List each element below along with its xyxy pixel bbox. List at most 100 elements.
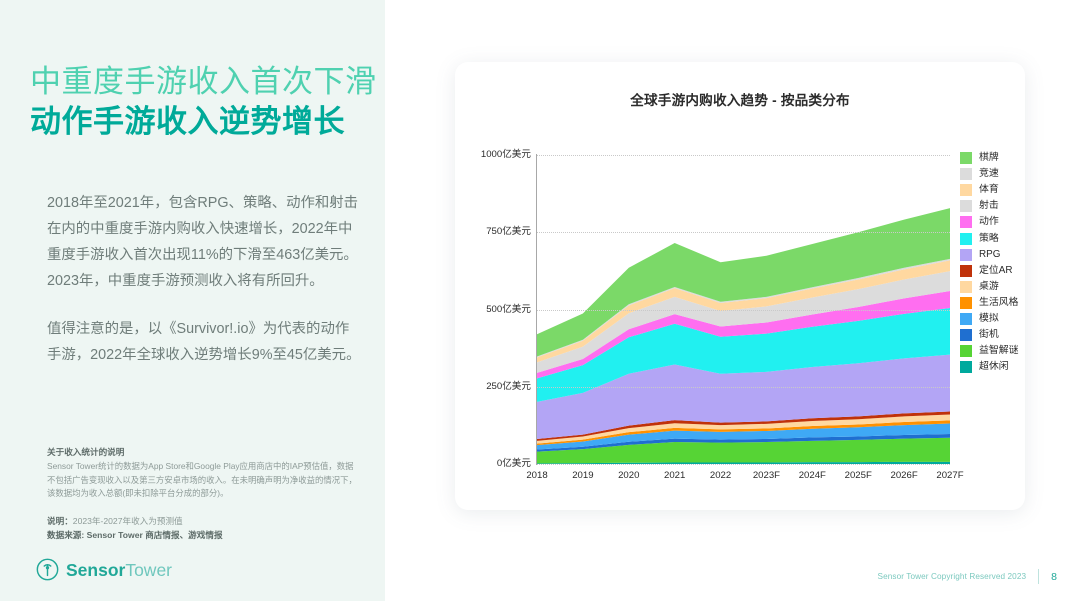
sensor-tower-logo: SensorTower	[36, 558, 172, 581]
paragraph-2: 值得注意的是，以《Survivor!.io》为代表的动作手游，2022年全球收入…	[47, 321, 361, 363]
legend-swatch-icon	[960, 248, 972, 261]
legend-label: 桌游	[979, 280, 999, 292]
body-copy: 2018年至2021年，包含RPG、策略、动作和射击在内的中重度手游内购收入快速…	[47, 190, 362, 368]
area-band	[537, 271, 950, 373]
footer-copyright: Sensor Tower Copyright Reserved 2023	[877, 572, 1027, 581]
gridline	[537, 232, 950, 234]
legend-item[interactable]: 街机	[960, 327, 1030, 343]
x-axis-tick-label: 2022	[709, 470, 732, 481]
logo-word-sensor: Sensor	[66, 559, 126, 580]
y-axis-tick-label: 250亿美元	[486, 380, 531, 392]
legend-swatch-icon	[960, 168, 972, 181]
area-band	[537, 290, 950, 379]
footnote-note-label: 说明：	[47, 515, 73, 526]
chart-legend: 棋牌竞速体育射击动作策略 RPG 定位AR 桌游生活风格模拟街机益智解谜超休闲	[960, 150, 1030, 375]
x-axis-tick-label: 2026F	[890, 470, 918, 481]
area-band	[537, 354, 950, 439]
footnote-source: 数据来源: Sensor Tower 商店情报、游戏情报	[47, 529, 223, 540]
area-band	[537, 411, 950, 441]
footnote-heading: 关于收入统计的说明	[47, 447, 125, 457]
area-band	[537, 260, 950, 363]
area-band	[537, 420, 950, 446]
legend-swatch-icon	[960, 216, 972, 229]
x-axis-baseline	[537, 464, 950, 465]
legend-swatch-icon	[960, 200, 972, 213]
title-block: 中重度手游收入首次下滑 动作手游收入逆势增长	[30, 62, 377, 142]
gridline	[537, 309, 950, 311]
y-axis-tick-label: 750亿美元	[486, 226, 531, 238]
chart-card: 全球手游内购收入趋势 - 按品类分布 0亿美元 250亿美元 500亿美元 750亿美…	[455, 62, 1025, 510]
legend-swatch-icon	[960, 296, 972, 309]
legend-label: 生活风格	[979, 296, 1019, 308]
logo-word-tower: Tower	[125, 559, 173, 580]
area-band	[537, 414, 950, 444]
footnote-note-value: 2023年-2027年收入为预测值	[72, 515, 183, 526]
legend-label: 超休闲	[979, 361, 1009, 373]
legend-swatch-icon	[960, 184, 972, 197]
legend-item[interactable]: 策略	[960, 230, 1030, 246]
footnote-note: 说明：2023年-2027年收入为预测值	[47, 514, 357, 528]
legend-label: 定位AR	[979, 264, 1013, 276]
legend-item[interactable]: RPG	[960, 247, 1030, 263]
footer-page-number: 8	[1051, 570, 1057, 583]
x-axis-tick-label: 2027F	[936, 470, 964, 481]
stacked-area-svg	[537, 208, 950, 464]
y-axis-tick-label: 0亿美元	[496, 458, 531, 469]
legend-label: 街机	[979, 329, 999, 341]
legend-item[interactable]: 棋牌	[960, 150, 1030, 166]
legend-item[interactable]: 竞速	[960, 166, 1030, 182]
legend-swatch-icon	[960, 264, 972, 277]
legend-item[interactable]: 射击	[960, 198, 1030, 214]
x-axis-tick-label: 2023F	[752, 470, 781, 481]
area-band	[537, 423, 950, 450]
legend-item[interactable]: 体育	[960, 182, 1030, 198]
legend-swatch-icon	[960, 312, 972, 325]
chart-title: 全球手游内购收入趋势 - 按品类分布	[630, 93, 850, 108]
legend-label: 动作	[979, 216, 999, 228]
footer: Sensor Tower Copyright Reserved 2023 8	[878, 569, 1057, 584]
x-axis-tick-label: 2019	[572, 470, 594, 481]
legend-swatch-icon	[960, 361, 972, 374]
legend-item[interactable]: 动作	[960, 214, 1030, 230]
gridline	[537, 386, 950, 388]
legend-label: 策略	[979, 232, 999, 244]
page-title-line1: 中重度手游收入首次下滑	[30, 64, 377, 99]
y-axis-line	[536, 154, 537, 465]
x-axis-tick-label: 2024F	[798, 470, 826, 481]
legend-label: 体育	[979, 184, 999, 196]
legend-item[interactable]: 模拟	[960, 311, 1030, 327]
legend-label: 棋牌	[979, 152, 999, 164]
paragraph-1: 2018年至2021年，包含RPG、策略、动作和射击在内的中重度手游内购收入快速…	[47, 195, 359, 289]
sensor-tower-logo-text: SensorTower	[66, 560, 172, 580]
legend-swatch-icon	[960, 329, 972, 342]
x-axis-tick-label: 2025F	[844, 470, 872, 481]
x-axis-tick-label: 2020	[618, 470, 640, 481]
left-info-panel: 中重度手游收入首次下滑 动作手游收入逆势增长 2018年至2021年，包含RPG…	[0, 0, 385, 601]
footnote-body: Sensor Tower统计的数据为App Store和Google Play应…	[47, 461, 357, 498]
legend-item[interactable]: 定位AR	[960, 263, 1030, 279]
footnote-block: 关于收入统计的说明 Sensor Tower统计的数据为App Store和Go…	[47, 445, 357, 542]
area-band	[537, 307, 950, 402]
area-band	[537, 208, 950, 357]
area-band	[537, 437, 950, 464]
legend-swatch-icon	[960, 232, 972, 245]
area-band	[537, 461, 950, 464]
x-axis-tick-label: 2021	[663, 470, 686, 481]
legend-item[interactable]: 生活风格	[960, 295, 1030, 311]
x-axis-tick-label: 2018	[526, 470, 548, 481]
y-axis-tick-label: 500亿美元	[486, 303, 531, 315]
plot-area	[537, 155, 950, 464]
legend-swatch-icon	[960, 152, 972, 165]
area-band	[537, 434, 950, 452]
gridline	[537, 155, 950, 156]
legend-label: 射击	[979, 200, 999, 212]
y-axis-ticks: 0亿美元 250亿美元 500亿美元 750亿美元 1000亿美元	[455, 62, 531, 510]
legend-item[interactable]: 桌游	[960, 279, 1030, 295]
legend-swatch-icon	[960, 280, 972, 293]
legend-label: 益智解谜	[979, 345, 1019, 357]
legend-item[interactable]: 益智解谜	[960, 343, 1030, 359]
legend-swatch-icon	[960, 345, 972, 358]
legend-label: RPG	[979, 248, 1001, 260]
plot-wrapper: 0亿美元 250亿美元 500亿美元 750亿美元 1000亿美元 2018 2019 20…	[455, 62, 1025, 510]
legend-item[interactable]: 超休闲	[960, 359, 1030, 375]
